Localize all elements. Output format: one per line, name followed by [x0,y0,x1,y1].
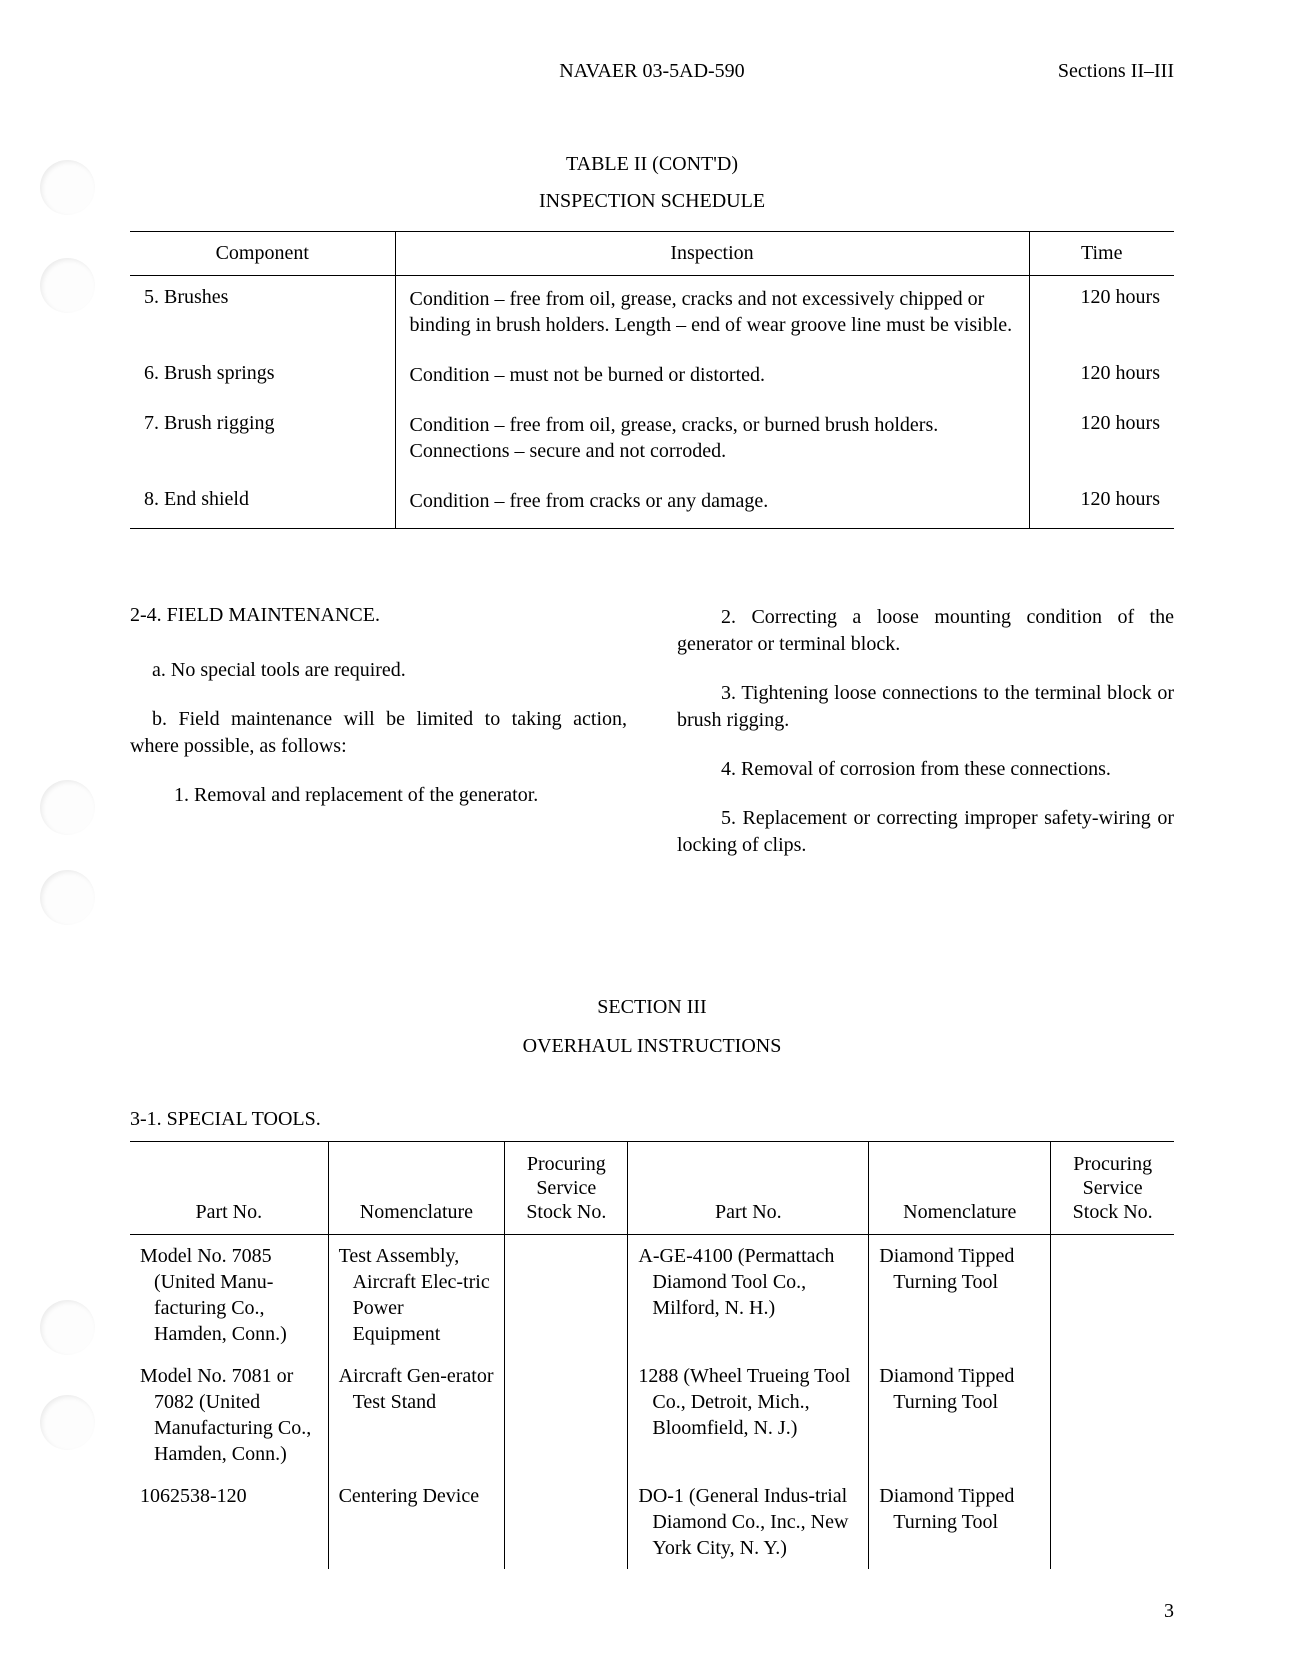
cell-nomen: Aircraft Gen-erator Test Stand [328,1355,505,1475]
punch-hole [40,258,95,313]
cell-stock [505,1475,628,1569]
inspection-table: Component Inspection Time 5. BrushesCond… [130,231,1174,529]
th-time: Time [1029,232,1174,276]
cell-inspection: Condition – must not be burned or distor… [395,352,1029,402]
cell-time: 120 hours [1029,352,1174,402]
th-stock: ProcuringServiceStock No. [505,1142,628,1235]
table-subtitle: INSPECTION SCHEDULE [130,190,1174,213]
section-2-4-heading: 2-4. FIELD MAINTENANCE. [130,604,627,627]
cell-component: 7. Brush rigging [130,402,395,478]
page: NAVAER 03-5AD-590 Sections II–III TABLE … [0,0,1290,1653]
cell-time: 120 hours [1029,402,1174,478]
section-iii-title: SECTION III [130,996,1174,1019]
para-2-4-1: 1. Removal and replacement of the genera… [130,782,627,809]
page-number: 3 [1164,1600,1174,1623]
tools-heading: 3-1. SPECIAL TOOLS. [130,1108,1174,1131]
cell-component: 8. End shield [130,478,395,529]
th-component: Component [130,232,395,276]
table-title: TABLE II (CONT'D) [130,153,1174,176]
cell-component: 6. Brush springs [130,352,395,402]
cell-inspection: Condition – free from oil, grease, crack… [395,402,1029,478]
th-stock: ProcuringServiceStock No. [1051,1142,1174,1235]
para-2-4-a: a. No special tools are required. [130,657,627,684]
section-iii: SECTION III OVERHAUL INSTRUCTIONS 3-1. S… [130,996,1174,1569]
page-header: NAVAER 03-5AD-590 Sections II–III [130,60,1174,83]
tools-table: Part No. Nomenclature ProcuringServiceSt… [130,1141,1174,1569]
punch-hole [40,870,95,925]
cell-stock [1051,1475,1174,1569]
para-2-4-b: b. Field maintenance will be limited to … [130,706,627,760]
punch-hole [40,160,95,215]
left-column: 2-4. FIELD MAINTENANCE. a. No special to… [130,604,627,881]
cell-nomen: Diamond Tipped Turning Tool [869,1235,1051,1356]
table-row: 6. Brush springsCondition – must not be … [130,352,1174,402]
para-2-4-5: 5. Replacement or correcting improper sa… [677,805,1174,859]
punch-hole [40,1395,95,1450]
doc-number: NAVAER 03-5AD-590 [478,60,826,83]
th-partno: Part No. [628,1142,869,1235]
th-nomen: Nomenclature [869,1142,1051,1235]
tools-row: 1062538-120Centering Device DO-1 (General… [130,1475,1174,1569]
th-partno: Part No. [130,1142,328,1235]
cell-partno: A-GE-4100 (Permattach Diamond Tool Co., … [628,1235,869,1356]
cell-stock [1051,1235,1174,1356]
tools-row: Model No. 7081 or 7082 (United Manufactu… [130,1355,1174,1475]
sections-label: Sections II–III [826,60,1174,83]
th-inspection: Inspection [395,232,1029,276]
cell-partno: Model No. 7085 (United Manu-facturing Co… [130,1235,328,1356]
cell-time: 120 hours [1029,276,1174,353]
cell-partno: Model No. 7081 or 7082 (United Manufactu… [130,1355,328,1475]
cell-inspection: Condition – free from cracks or any dama… [395,478,1029,529]
cell-time: 120 hours [1029,478,1174,529]
cell-nomen: Test Assembly, Aircraft Elec-tric Power … [328,1235,505,1356]
para-2-4-3: 3. Tightening loose connections to the t… [677,680,1174,734]
cell-stock [505,1355,628,1475]
table-row: 7. Brush riggingCondition – free from oi… [130,402,1174,478]
table-row: 5. BrushesCondition – free from oil, gre… [130,276,1174,353]
cell-component: 5. Brushes [130,276,395,353]
para-2-4-4: 4. Removal of corrosion from these conne… [677,756,1174,783]
cell-inspection: Condition – free from oil, grease, crack… [395,276,1029,353]
table-row: 8. End shieldCondition – free from crack… [130,478,1174,529]
tools-row: Model No. 7085 (United Manu-facturing Co… [130,1235,1174,1356]
punch-hole [40,1300,95,1355]
punch-hole [40,780,95,835]
table-header-row: Component Inspection Time [130,232,1174,276]
cell-partno: DO-1 (General Indus-trial Diamond Co., I… [628,1475,869,1569]
cell-nomen: Diamond Tipped Turning Tool [869,1355,1051,1475]
cell-nomen: Centering Device [328,1475,505,1569]
para-2-4-2: 2. Correcting a loose mounting condition… [677,604,1174,658]
section-iii-subtitle: OVERHAUL INSTRUCTIONS [130,1035,1174,1058]
body-columns: 2-4. FIELD MAINTENANCE. a. No special to… [130,604,1174,881]
cell-nomen: Diamond Tipped Turning Tool [869,1475,1051,1569]
cell-partno: 1288 (Wheel Trueing Tool Co., Detroit, M… [628,1355,869,1475]
tools-header-row: Part No. Nomenclature ProcuringServiceSt… [130,1142,1174,1235]
cell-stock [505,1235,628,1356]
cell-stock [1051,1355,1174,1475]
cell-partno: 1062538-120 [130,1475,328,1569]
right-column: 2. Correcting a loose mounting condition… [677,604,1174,881]
th-nomen: Nomenclature [328,1142,505,1235]
